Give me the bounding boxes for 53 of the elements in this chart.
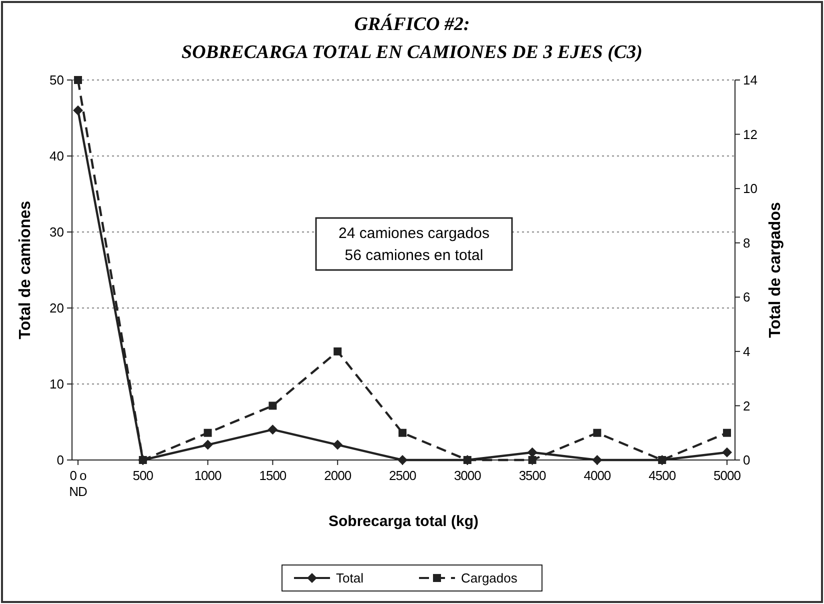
x-tick-label: 3500	[518, 468, 546, 483]
chart-title: GRÁFICO #2:	[354, 13, 470, 35]
point	[592, 455, 602, 465]
y-tick-label: 20	[50, 300, 64, 316]
y2-tick-label: 8	[743, 235, 750, 250]
point	[204, 428, 212, 437]
y2-tick-label: 10	[743, 181, 758, 196]
point	[398, 428, 406, 437]
point	[527, 447, 538, 458]
point	[138, 456, 147, 464]
point	[722, 447, 732, 458]
point	[332, 440, 343, 450]
point	[463, 456, 472, 464]
point	[528, 456, 536, 464]
y-tick-label: 10	[50, 376, 64, 392]
y-axis-title: Total de camiones	[17, 200, 34, 340]
y2-tick-label: 0	[743, 452, 750, 468]
annotation: 24 camiones cargados	[338, 225, 490, 242]
point	[74, 76, 82, 84]
x-tick-label: 500	[132, 468, 154, 483]
y2-tick-label: 4	[743, 344, 750, 359]
y-tick-label: 0	[56, 452, 64, 468]
legend-label: Total	[336, 570, 364, 586]
annotation: 56 camiones en total	[344, 247, 484, 264]
point	[268, 424, 278, 435]
point	[658, 456, 666, 464]
chart-subtitle: SOBRECARGA TOTAL EN CAMIONES DE 3 EJES (C3)	[182, 42, 642, 63]
x-tick-label: 1000	[194, 468, 222, 483]
y-tick-label: 50	[50, 72, 64, 88]
x-axis-title: Sobrecarga total (kg)	[328, 513, 479, 530]
y-tick-label: 30	[50, 224, 64, 240]
point	[202, 440, 213, 450]
y-tick-label: 40	[50, 148, 64, 164]
legend-label: Cargados	[461, 570, 518, 586]
point	[334, 347, 342, 356]
y2-axis-title: Total de cargados	[767, 202, 784, 338]
y2-tick-label: 14	[743, 72, 758, 88]
x-tick-label: 1500	[259, 468, 286, 483]
x-tick-label: 2000	[324, 468, 352, 483]
x-tick-label: 2500	[389, 468, 416, 483]
point	[398, 455, 408, 465]
point	[723, 428, 731, 437]
x-tick-label: 3000	[454, 468, 482, 483]
x-tick-label: 0 o ND	[69, 468, 87, 499]
x-tick-label: 4000	[584, 468, 611, 483]
x-tick-label: 5000	[714, 468, 741, 483]
point	[268, 402, 277, 410]
y2-tick-label: 6	[743, 290, 750, 305]
x-tick-label: 4500	[648, 468, 676, 483]
point	[73, 105, 83, 116]
y2-tick-label: 12	[743, 126, 758, 142]
point	[593, 428, 602, 437]
y2-tick-label: 2	[743, 398, 750, 414]
